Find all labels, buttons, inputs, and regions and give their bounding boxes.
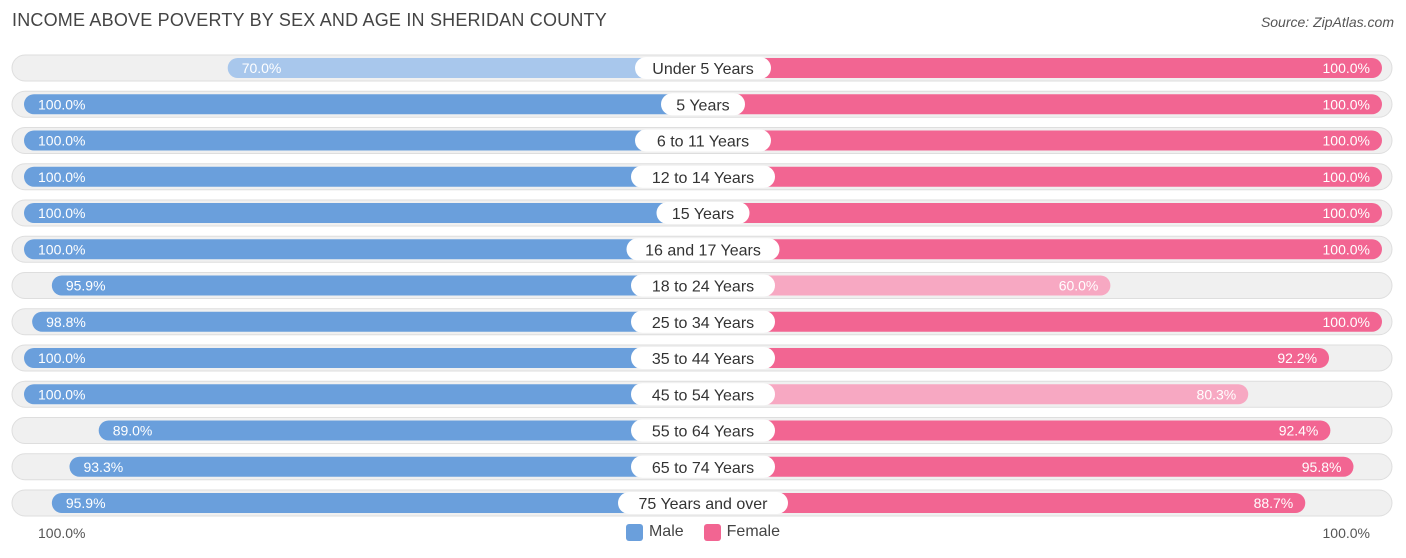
legend-swatch-female bbox=[703, 523, 721, 541]
male-bar bbox=[51, 493, 704, 513]
source-label: Source: ZipAtlas.com bbox=[1260, 14, 1394, 30]
female-value-label: 100.0% bbox=[1323, 169, 1370, 185]
male-bar bbox=[24, 239, 703, 260]
category-pill bbox=[631, 310, 775, 333]
legend-item-female: Female bbox=[703, 523, 781, 541]
female-bar bbox=[703, 58, 1382, 78]
female-value-label: 80.3% bbox=[1197, 386, 1237, 402]
male-bar bbox=[24, 348, 703, 368]
male-bar bbox=[98, 420, 703, 441]
category-pill bbox=[635, 57, 771, 79]
male-value-label: 93.3% bbox=[83, 459, 123, 475]
category-label: 12 to 14 Years bbox=[652, 170, 754, 187]
female-bar bbox=[703, 384, 1249, 405]
category-label: 5 Years bbox=[676, 97, 729, 114]
male-bar bbox=[24, 94, 703, 115]
male-value-label: 100.0% bbox=[38, 386, 85, 402]
axis-left-label: 100.0% bbox=[38, 525, 86, 541]
category-label: 75 Years and over bbox=[639, 496, 769, 513]
female-bar bbox=[703, 130, 1382, 151]
category-pill bbox=[631, 165, 775, 188]
category-pill bbox=[631, 274, 775, 297]
male-bar bbox=[227, 58, 703, 78]
female-value-label: 95.8% bbox=[1302, 459, 1342, 475]
legend-swatch-male bbox=[625, 523, 643, 541]
female-bar bbox=[703, 311, 1382, 332]
female-value-label: 100.0% bbox=[1323, 96, 1370, 112]
legend-label-female: Female bbox=[726, 523, 781, 540]
male-bar bbox=[24, 166, 703, 187]
category-pill bbox=[631, 419, 775, 442]
male-value-label: 95.9% bbox=[66, 278, 106, 294]
male-value-label: 100.0% bbox=[38, 241, 85, 257]
male-value-label: 95.9% bbox=[66, 495, 106, 511]
category-pill bbox=[626, 238, 780, 261]
male-bar bbox=[51, 275, 704, 296]
chart-title: INCOME ABOVE POVERTY BY SEX AND AGE IN S… bbox=[12, 10, 607, 30]
female-value-label: 92.4% bbox=[1279, 423, 1319, 439]
female-value-label: 92.2% bbox=[1277, 350, 1317, 366]
male-value-label: 70.0% bbox=[242, 60, 282, 76]
category-label: 18 to 24 Years bbox=[652, 279, 754, 296]
female-value-label: 100.0% bbox=[1323, 60, 1370, 76]
female-bar bbox=[703, 275, 1111, 296]
legend: Male Female bbox=[0, 523, 1406, 541]
category-label: 55 to 64 Years bbox=[652, 424, 754, 441]
female-value-label: 60.0% bbox=[1059, 278, 1099, 294]
category-pill bbox=[635, 129, 771, 152]
category-label: Under 5 Years bbox=[652, 61, 753, 78]
male-bar bbox=[24, 130, 703, 151]
category-label: 45 to 54 Years bbox=[652, 387, 754, 404]
female-value-label: 88.7% bbox=[1254, 495, 1294, 511]
female-bar bbox=[703, 166, 1382, 187]
category-label: 65 to 74 Years bbox=[652, 460, 754, 477]
female-value-label: 100.0% bbox=[1323, 133, 1370, 149]
category-label: 6 to 11 Years bbox=[657, 134, 749, 151]
male-value-label: 98.8% bbox=[46, 314, 86, 330]
category-pill bbox=[631, 455, 775, 478]
male-bar bbox=[24, 384, 703, 405]
male-value-label: 89.0% bbox=[113, 423, 153, 439]
male-value-label: 100.0% bbox=[38, 350, 85, 366]
female-bar bbox=[703, 94, 1382, 115]
female-bar bbox=[703, 493, 1306, 513]
male-value-label: 100.0% bbox=[38, 96, 85, 112]
category-pill bbox=[631, 347, 775, 369]
male-value-label: 100.0% bbox=[38, 205, 85, 221]
legend-item-male: Male bbox=[625, 523, 684, 541]
female-bar bbox=[703, 239, 1382, 260]
female-bar bbox=[703, 348, 1330, 368]
male-bar bbox=[24, 203, 703, 223]
category-pill bbox=[631, 383, 775, 406]
female-bar bbox=[703, 420, 1331, 441]
category-label: 16 and 17 Years bbox=[645, 242, 761, 259]
category-label: 25 to 34 Years bbox=[652, 315, 754, 332]
category-pill bbox=[656, 202, 750, 224]
legend-label-male: Male bbox=[648, 523, 684, 540]
female-value-label: 100.0% bbox=[1323, 314, 1370, 330]
female-bar bbox=[703, 456, 1354, 477]
category-label: 35 to 44 Years bbox=[652, 351, 754, 368]
bar-chart: 70.0% 100.0% Under 5 Years 100.0% 100.0% 5 Ye… bbox=[11, 54, 1393, 517]
male-bar bbox=[69, 456, 704, 477]
category-label: 15 Years bbox=[672, 206, 734, 223]
male-bar bbox=[32, 311, 703, 332]
category-pill bbox=[661, 93, 745, 116]
category-pill bbox=[618, 492, 788, 514]
axis-right-label: 100.0% bbox=[1322, 525, 1370, 541]
male-value-label: 100.0% bbox=[38, 133, 85, 149]
female-value-label: 100.0% bbox=[1323, 241, 1370, 257]
female-value-label: 100.0% bbox=[1323, 205, 1370, 221]
female-bar bbox=[703, 203, 1382, 223]
male-value-label: 100.0% bbox=[38, 169, 85, 185]
